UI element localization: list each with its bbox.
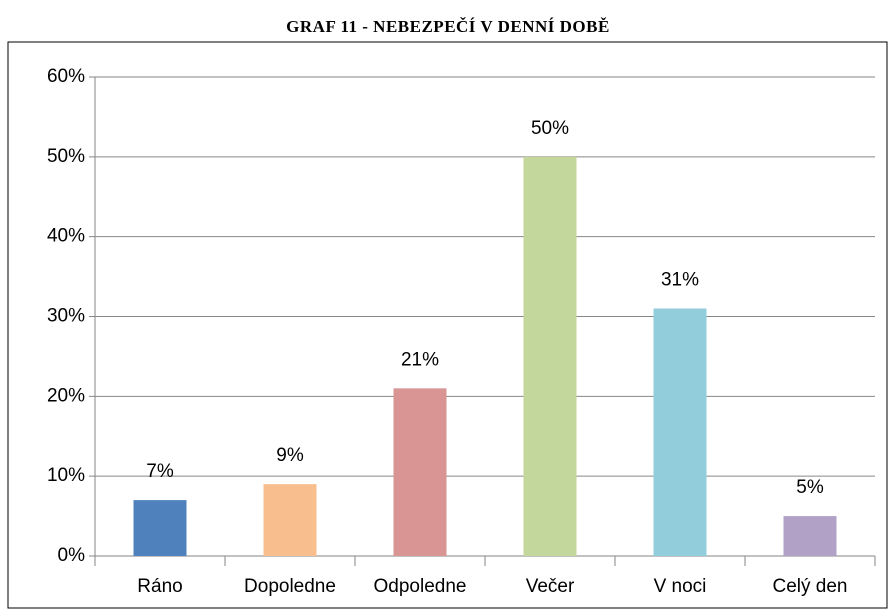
x-tick-label: Dopoledne xyxy=(244,576,336,597)
x-tick-label: Večer xyxy=(526,576,575,597)
chart-border xyxy=(7,41,888,609)
y-tick-label: 20% xyxy=(47,385,85,406)
bar xyxy=(523,156,577,557)
value-label: 5% xyxy=(796,477,824,498)
bar xyxy=(653,308,707,556)
chart-title: GRAF 11 - NEBEZPEČÍ V DENNÍ DOBĚ xyxy=(286,17,610,36)
y-tick-label: 40% xyxy=(47,226,85,247)
value-label: 50% xyxy=(531,118,569,139)
x-tick-label: V noci xyxy=(654,576,707,597)
bar xyxy=(393,388,447,556)
value-label: 7% xyxy=(146,461,174,482)
y-tick-label: 0% xyxy=(58,545,86,566)
bar xyxy=(133,500,187,556)
x-tick-label: Celý den xyxy=(773,576,848,597)
y-tick-label: 60% xyxy=(47,66,85,87)
y-tick-label: 50% xyxy=(47,146,85,167)
y-tick-label: 30% xyxy=(47,306,85,327)
value-label: 31% xyxy=(661,270,699,291)
bar xyxy=(263,484,317,556)
bar xyxy=(783,516,837,556)
y-tick-label: 10% xyxy=(47,465,85,486)
x-tick-label: Ráno xyxy=(137,576,182,597)
value-label: 9% xyxy=(276,445,304,466)
x-tick-label: Odpoledne xyxy=(374,576,467,597)
value-label: 21% xyxy=(401,349,439,370)
